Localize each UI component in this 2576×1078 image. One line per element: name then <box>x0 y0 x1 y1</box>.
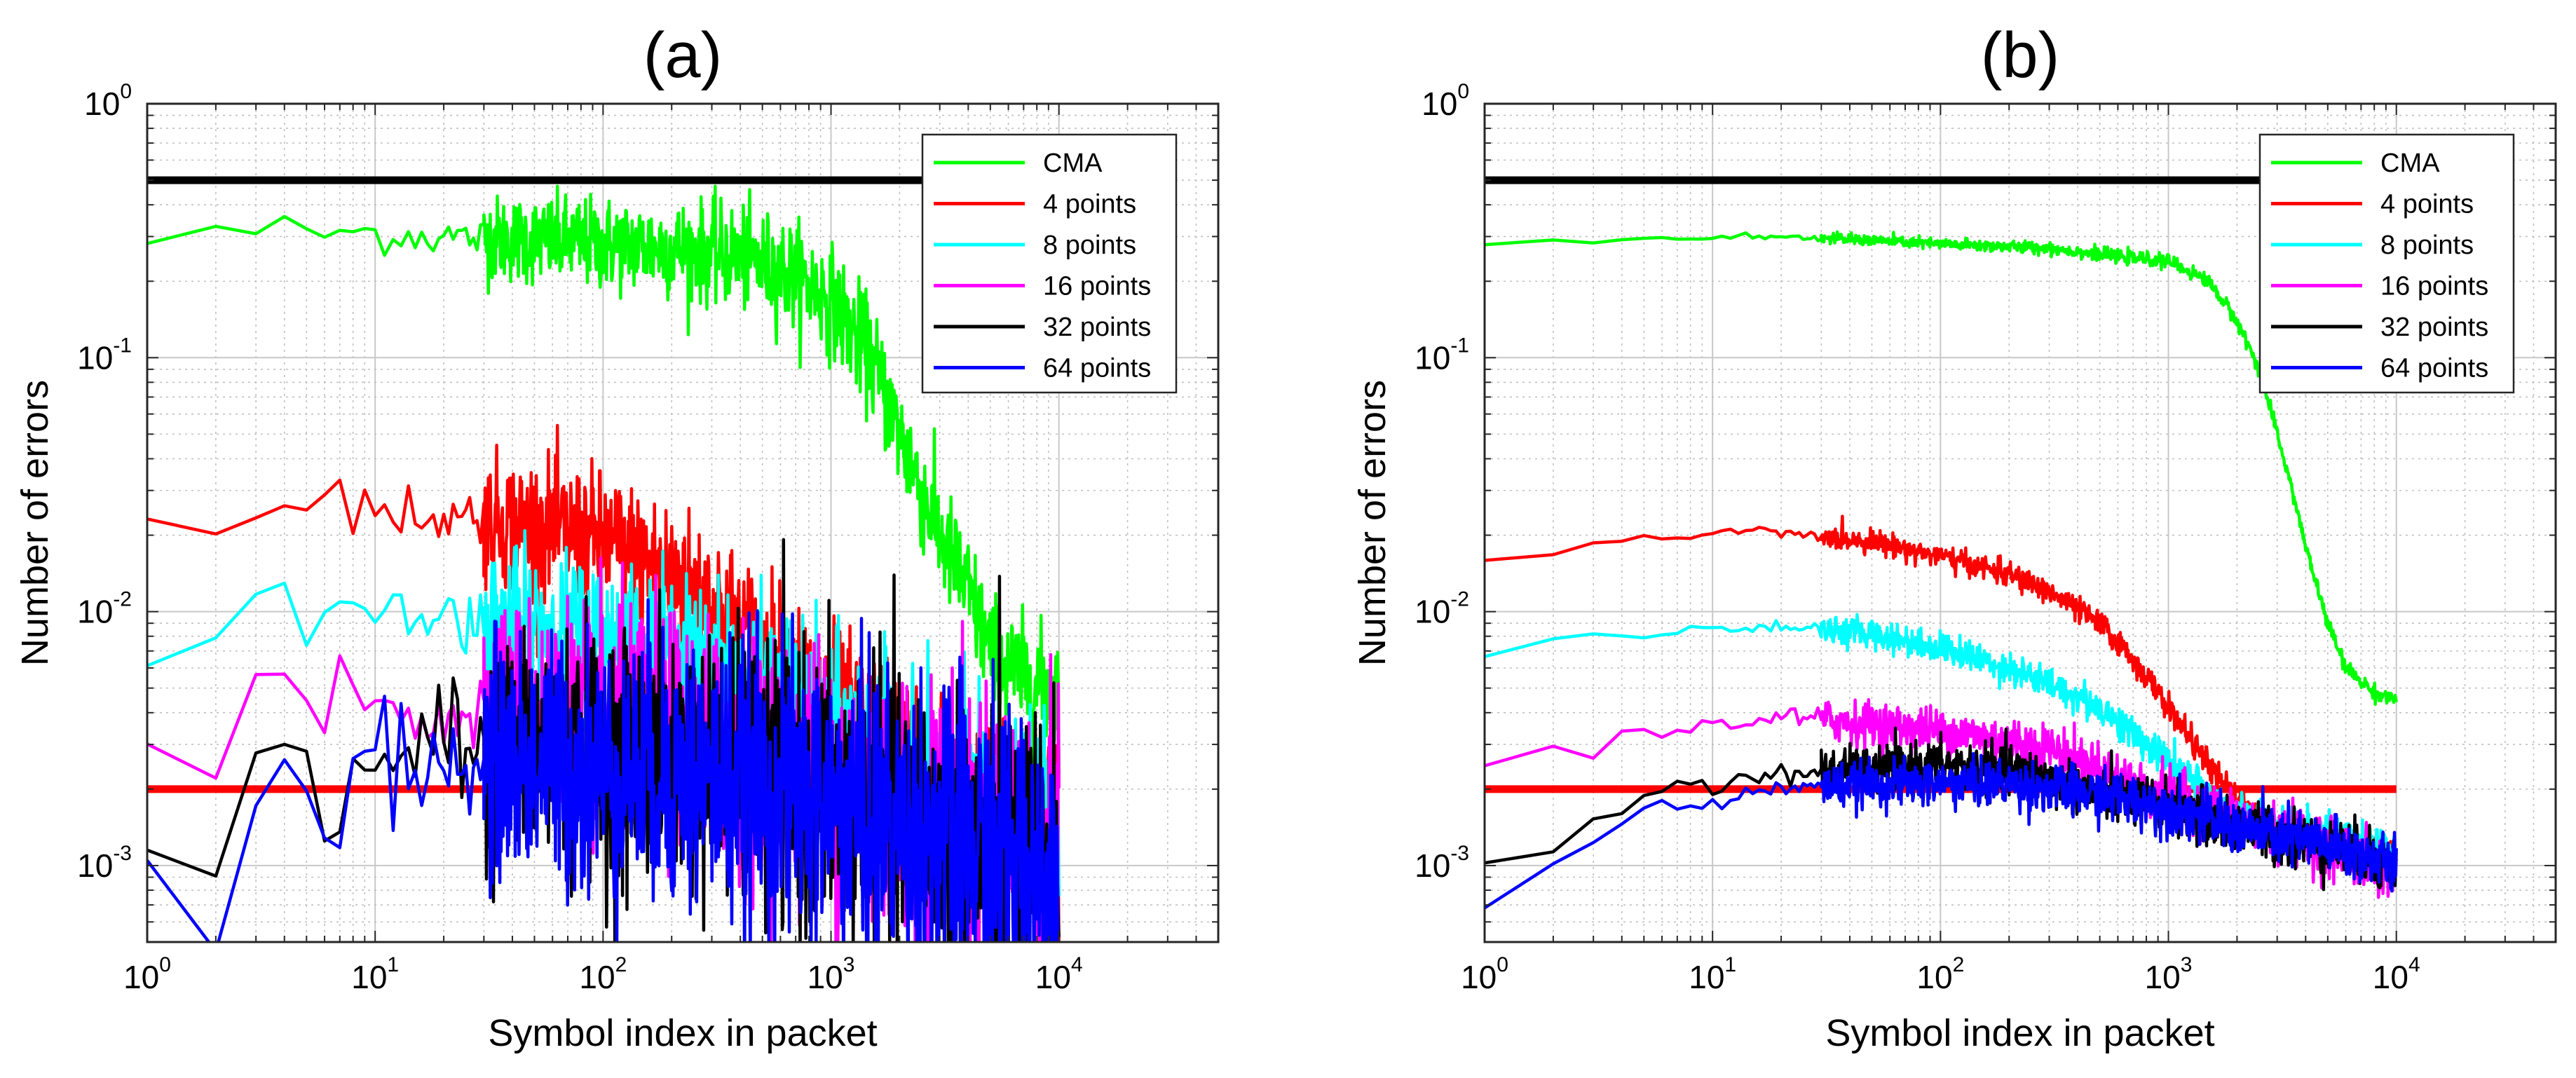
legend-entry: 16 points <box>2380 272 2488 301</box>
y-tick-label: 10-2 <box>77 588 132 630</box>
series-line-cma <box>147 184 1061 775</box>
legend-entry: 32 points <box>2380 313 2488 342</box>
legend-entry: CMA <box>2380 149 2440 178</box>
chart-panel-1: 100 101 102 103 104 100 10-1 10-2 10-3 (b) Symbol … <box>1351 20 2557 1054</box>
chart-panel-0: 100 101 102 103 104 100 10-1 10-2 10-3 (a) Symbol … <box>14 20 1220 1054</box>
series-group <box>147 184 1061 942</box>
y-tick-label: 10-2 <box>1415 588 1469 630</box>
legend: CMA 4 points 8 points 16 points 32 points 64 … <box>2258 133 2515 394</box>
x-tick-label: 101 <box>1689 953 1736 995</box>
y-tick-label: 10-1 <box>1415 334 1469 376</box>
legend-entry: CMA <box>1043 149 1103 178</box>
legend-entry: 8 points <box>1043 231 1136 260</box>
chart-title: (a) <box>643 20 722 91</box>
x-tick-label: 100 <box>1461 953 1508 995</box>
series-line-cma <box>1485 230 2398 707</box>
legend-entry: 8 points <box>2380 231 2474 260</box>
legend-box <box>2258 133 2515 394</box>
y-tick-label: 100 <box>84 80 132 122</box>
legend-box <box>921 133 1178 394</box>
legend-entry: 32 points <box>1043 313 1151 342</box>
legend-entry: 4 points <box>1043 190 1136 219</box>
x-tick-label: 101 <box>351 953 399 995</box>
y-axis-label: Number of errors <box>1351 380 1393 666</box>
legend-entry: 4 points <box>2380 190 2474 219</box>
y-tick-label: 100 <box>1422 80 1469 122</box>
axes-box <box>146 102 1220 943</box>
chart-title: (b) <box>1981 20 2059 91</box>
legend-entry: 16 points <box>1043 272 1151 301</box>
y-tick-label: 10-3 <box>1415 842 1469 884</box>
x-tick-label: 104 <box>1035 953 1083 995</box>
legend-entry: 64 points <box>2380 354 2488 383</box>
legend-entry: 64 points <box>1043 354 1151 383</box>
axes-box <box>1483 102 2557 943</box>
x-tick-label: 103 <box>2145 953 2193 995</box>
series-line-64-points <box>1485 751 2398 910</box>
tick-marks <box>1484 103 2556 943</box>
x-tick-label: 102 <box>579 953 627 995</box>
legend: CMA 4 points 8 points 16 points 32 points 64 … <box>921 133 1178 394</box>
series-line-64-points <box>147 598 1060 942</box>
x-tick-label: 104 <box>2373 953 2420 995</box>
x-tick-label: 103 <box>807 953 855 995</box>
x-axis-label: Symbol index in packet <box>488 1012 877 1054</box>
x-tick-label: 102 <box>1916 953 1964 995</box>
y-axis-label: Number of errors <box>14 380 56 666</box>
y-tick-label: 10-3 <box>77 842 132 884</box>
y-tick-label: 10-1 <box>77 334 132 376</box>
x-tick-label: 100 <box>123 953 171 995</box>
tick-marks <box>146 103 1219 943</box>
x-axis-label: Symbol index in packet <box>1825 1012 2214 1054</box>
series-group <box>1485 230 2398 910</box>
